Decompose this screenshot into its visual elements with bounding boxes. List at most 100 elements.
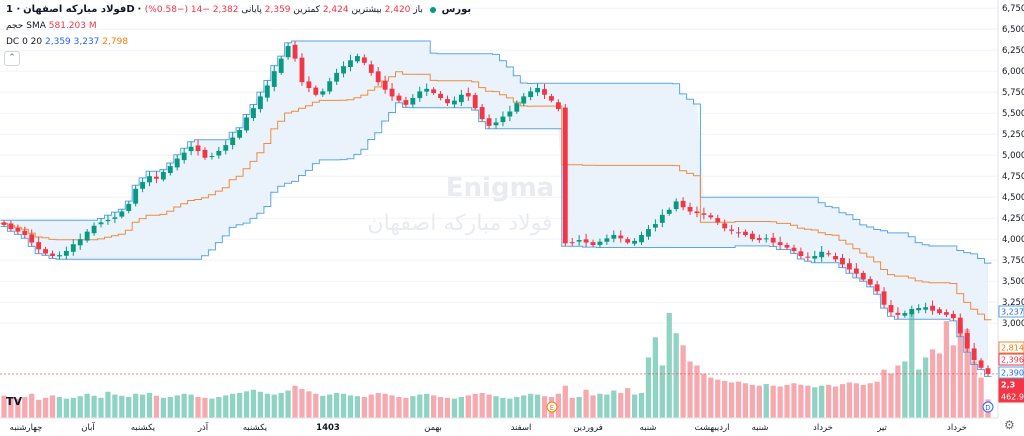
candle-body[interactable]: [950, 314, 956, 319]
candle-body[interactable]: [729, 229, 735, 231]
volume-bar[interactable]: [1, 395, 7, 418]
candle-body[interactable]: [493, 122, 499, 126]
volume-bar[interactable]: [673, 333, 679, 418]
candle-body[interactable]: [271, 71, 277, 87]
candle-body[interactable]: [909, 308, 915, 315]
candle-body[interactable]: [521, 96, 527, 104]
candle-body[interactable]: [791, 247, 797, 251]
candle-body[interactable]: [840, 257, 845, 265]
volume-bar[interactable]: [126, 397, 132, 418]
candle-body[interactable]: [756, 238, 762, 241]
volume-bar[interactable]: [202, 397, 208, 418]
volume-bar[interactable]: [798, 384, 804, 418]
candle-body[interactable]: [181, 152, 187, 161]
candle-body[interactable]: [736, 232, 741, 234]
candle-body[interactable]: [140, 182, 146, 189]
candle-body[interactable]: [555, 102, 561, 109]
candle-body[interactable]: [618, 235, 624, 239]
volume-bar[interactable]: [444, 397, 451, 418]
candle-body[interactable]: [375, 71, 381, 83]
volume-bar[interactable]: [715, 379, 721, 418]
candle-body[interactable]: [715, 218, 721, 223]
volume-bar[interactable]: [278, 392, 284, 418]
candle-body[interactable]: [77, 239, 83, 246]
tradingview-logo-icon[interactable]: 𝗧𝗩: [6, 395, 23, 408]
candle-body[interactable]: [278, 58, 284, 73]
candle-body[interactable]: [348, 60, 353, 67]
candle-body[interactable]: [777, 242, 783, 246]
candle-body[interactable]: [562, 107, 568, 244]
volume-bar[interactable]: [791, 383, 797, 418]
candle-body[interactable]: [743, 231, 748, 235]
candle-body[interactable]: [306, 81, 312, 88]
volume-bar[interactable]: [978, 377, 984, 418]
volume-bar[interactable]: [735, 381, 742, 418]
candle-body[interactable]: [646, 229, 651, 237]
candle-body[interactable]: [632, 240, 638, 244]
candle-body[interactable]: [98, 222, 104, 225]
volume-bar[interactable]: [333, 392, 340, 418]
candle-body[interactable]: [112, 217, 118, 219]
candle-body[interactable]: [417, 91, 423, 99]
volume-bar[interactable]: [389, 395, 395, 418]
volume-bar[interactable]: [701, 373, 707, 418]
candle-body[interactable]: [445, 99, 450, 104]
candle-body[interactable]: [354, 56, 360, 62]
volume-bar[interactable]: [340, 393, 347, 418]
volume-bar[interactable]: [541, 396, 548, 418]
candle-body[interactable]: [237, 130, 243, 138]
volume-bar[interactable]: [29, 393, 35, 418]
volume-bar[interactable]: [839, 384, 846, 418]
candle-body[interactable]: [486, 118, 492, 126]
volume-bar[interactable]: [98, 397, 104, 418]
volume-bar[interactable]: [56, 397, 63, 418]
candle-body[interactable]: [57, 255, 62, 257]
candle-body[interactable]: [874, 284, 880, 292]
candle-body[interactable]: [133, 188, 139, 204]
volume-bar[interactable]: [770, 385, 776, 418]
candle-body[interactable]: [313, 87, 319, 95]
volume-bar[interactable]: [285, 390, 291, 418]
volume-bar[interactable]: [583, 389, 589, 418]
volume-bar[interactable]: [112, 394, 118, 418]
volume-bar[interactable]: [347, 395, 354, 418]
volume-bar[interactable]: [971, 361, 977, 418]
candle-body[interactable]: [479, 107, 485, 120]
candle-body[interactable]: [160, 172, 166, 180]
volume-bar[interactable]: [250, 389, 257, 418]
candle-body[interactable]: [937, 309, 942, 314]
volume-bar[interactable]: [756, 385, 762, 418]
candle-body[interactable]: [292, 44, 298, 59]
volume-bar[interactable]: [133, 393, 139, 418]
candle-body[interactable]: [389, 88, 395, 97]
volume-bar[interactable]: [902, 361, 908, 418]
volume-bar[interactable]: [299, 388, 305, 418]
volume-bar[interactable]: [42, 397, 49, 418]
volume-bar[interactable]: [77, 396, 83, 418]
volume-bar[interactable]: [604, 394, 610, 418]
volume-bar[interactable]: [514, 397, 520, 418]
volume-legend[interactable]: حجم SMA 581.203 M: [6, 20, 97, 32]
volume-bar[interactable]: [597, 393, 603, 418]
candle-body[interactable]: [458, 94, 464, 103]
candle-body[interactable]: [361, 57, 367, 63]
volume-bar[interactable]: [625, 388, 631, 418]
candle-body[interactable]: [930, 305, 935, 311]
volume-bar[interactable]: [805, 385, 811, 418]
candle-body[interactable]: [472, 95, 478, 109]
volume-bar[interactable]: [812, 387, 818, 418]
candle-body[interactable]: [923, 307, 929, 310]
volume-bar[interactable]: [819, 385, 825, 418]
candle-body[interactable]: [209, 156, 215, 158]
volume-bar[interactable]: [708, 377, 714, 418]
candle-body[interactable]: [507, 111, 513, 117]
volume-bar[interactable]: [91, 395, 97, 418]
volume-bar[interactable]: [895, 365, 901, 419]
candle-body[interactable]: [611, 235, 617, 239]
volume-bar[interactable]: [70, 397, 76, 418]
interval-label[interactable]: 1D: [6, 4, 135, 15]
candle-body[interactable]: [957, 317, 963, 334]
volume-bar[interactable]: [424, 393, 430, 418]
gear-icon[interactable]: ⚙: [1004, 418, 1015, 432]
